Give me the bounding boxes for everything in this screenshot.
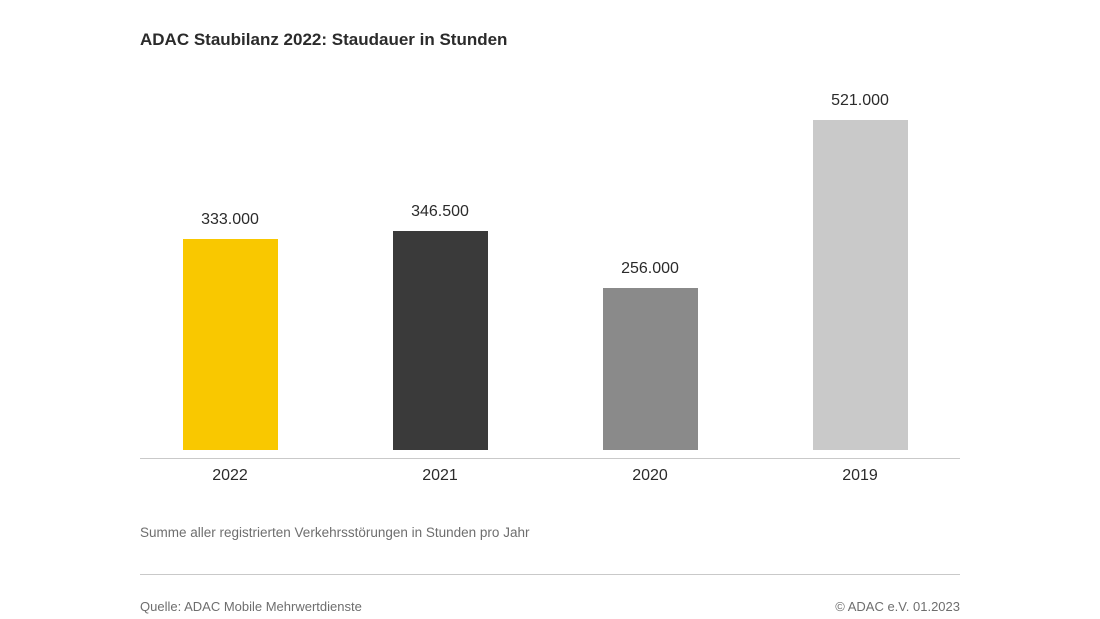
bar — [393, 231, 488, 450]
footer-divider — [140, 574, 960, 575]
bars-row: 333.000 346.500 256.000 521.000 — [140, 90, 960, 450]
bar-value-label: 256.000 — [621, 260, 679, 278]
bar-value-label: 333.000 — [201, 211, 259, 229]
chart-title: ADAC Staubilanz 2022: Staudauer in Stund… — [140, 30, 960, 50]
chart-plot-area: 333.000 346.500 256.000 521.000 — [140, 90, 960, 450]
bar-value-label: 346.500 — [411, 203, 469, 221]
chart-footer: Quelle: ADAC Mobile Mehrwertdienste © AD… — [140, 599, 960, 614]
bar-value-label: 521.000 — [831, 92, 889, 110]
bar-group: 333.000 — [160, 211, 300, 450]
chart-container: ADAC Staubilanz 2022: Staudauer in Stund… — [0, 0, 1100, 614]
x-axis-tick: 2022 — [160, 467, 300, 485]
bar-group: 346.500 — [370, 203, 510, 450]
copyright-text: © ADAC e.V. 01.2023 — [835, 599, 960, 614]
bar — [813, 120, 908, 450]
x-axis-tick: 2019 — [790, 467, 930, 485]
x-axis-tick: 2020 — [580, 467, 720, 485]
bar-group: 256.000 — [580, 260, 720, 450]
bar-group: 521.000 — [790, 92, 930, 450]
x-axis-tick: 2021 — [370, 467, 510, 485]
chart-subtitle: Summe aller registrierten Verkehrsstörun… — [140, 525, 960, 540]
source-text: Quelle: ADAC Mobile Mehrwertdienste — [140, 599, 362, 614]
x-axis: 2022 2021 2020 2019 — [140, 458, 960, 485]
bar — [183, 239, 278, 450]
bar — [603, 288, 698, 450]
